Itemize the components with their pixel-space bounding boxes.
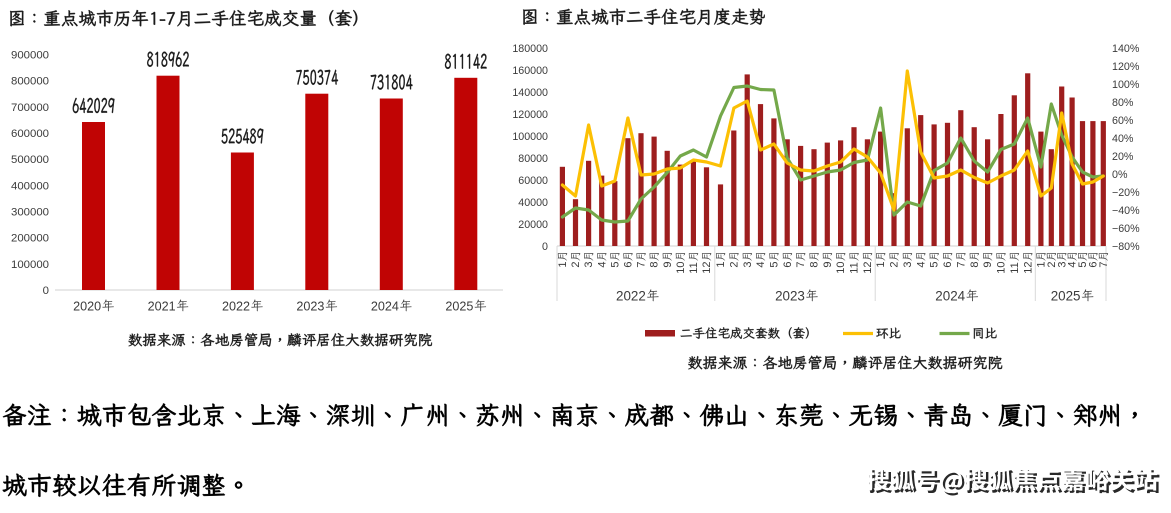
svg-text:0%: 0% [1112,169,1128,181]
svg-text:6: 6 [1088,261,1100,267]
svg-text:140%: 140% [1112,43,1140,55]
svg-text:2021: 2021 [148,300,176,314]
svg-text:3: 3 [1056,261,1068,267]
svg-text:4: 4 [755,261,767,267]
svg-text:180000: 180000 [512,43,548,55]
svg-text:2024: 2024 [935,289,965,304]
svg-text:600000: 600000 [11,128,49,140]
svg-text:12: 12 [1022,261,1034,273]
svg-text:12: 12 [862,261,874,273]
svg-text:100000: 100000 [11,259,49,271]
svg-text:7: 7 [1098,261,1110,267]
svg-text:5: 5 [1077,261,1089,267]
svg-text:2: 2 [729,261,741,267]
svg-text:0: 0 [43,285,49,297]
svg-text:−80%: −80% [1112,241,1140,253]
svg-text:7: 7 [636,261,648,267]
svg-text:2020: 2020 [73,300,101,314]
svg-text:2: 2 [889,261,901,267]
svg-text:100000: 100000 [512,131,548,143]
svg-text:4: 4 [1067,261,1079,267]
svg-text:10: 10 [675,261,687,273]
svg-text:−40%: −40% [1112,205,1140,217]
svg-text:−20%: −20% [1112,187,1140,199]
svg-text:10: 10 [835,261,847,273]
svg-text:700000: 700000 [11,102,49,114]
svg-text:2022: 2022 [222,300,250,314]
svg-text:80000: 80000 [518,153,548,165]
svg-text:300000: 300000 [11,207,49,219]
svg-text:1: 1 [875,261,887,267]
svg-text:11: 11 [849,262,861,273]
svg-text:40%: 40% [1112,133,1134,145]
svg-text:−60%: −60% [1112,223,1140,235]
svg-text:11: 11 [688,262,700,273]
svg-text:120%: 120% [1112,61,1140,73]
svg-text:8: 8 [649,261,661,267]
svg-text:160000: 160000 [512,65,548,77]
svg-text:60000: 60000 [518,175,548,187]
svg-text:120000: 120000 [512,109,548,121]
svg-text:4: 4 [915,261,927,267]
svg-text:6: 6 [782,261,794,267]
svg-text:7: 7 [795,261,807,267]
svg-text:4: 4 [596,261,608,267]
svg-text:1: 1 [1036,261,1048,267]
svg-text:2024: 2024 [371,300,399,314]
svg-text:5: 5 [609,261,621,267]
svg-text:200000: 200000 [11,233,49,245]
svg-text:6: 6 [942,261,954,267]
svg-text:5: 5 [769,261,781,267]
svg-text:140000: 140000 [512,87,548,99]
svg-text:500000: 500000 [11,154,49,166]
svg-text:9: 9 [822,261,834,267]
svg-text:40000: 40000 [518,197,548,209]
svg-text:0: 0 [542,241,548,253]
svg-text:2: 2 [1046,261,1058,267]
svg-text:60%: 60% [1112,115,1134,127]
svg-text:2: 2 [570,261,582,267]
svg-text:20%: 20% [1112,151,1134,163]
svg-text:2025: 2025 [445,300,473,314]
svg-text:2023: 2023 [296,300,324,314]
svg-text:7: 7 [955,261,967,267]
svg-text:3: 3 [583,261,595,267]
svg-text:1: 1 [557,261,569,267]
svg-text:2023: 2023 [775,289,805,304]
svg-text:3: 3 [902,261,914,267]
svg-text:900000: 900000 [11,50,49,62]
svg-text:8: 8 [969,261,981,267]
svg-text:1: 1 [715,261,727,267]
svg-text:11: 11 [1009,262,1021,273]
svg-text:5: 5 [929,261,941,267]
svg-text:9: 9 [982,261,994,267]
svg-text:10: 10 [996,261,1008,273]
svg-text:20000: 20000 [518,219,548,231]
svg-text:9: 9 [662,261,674,267]
svg-text:2025: 2025 [1051,289,1081,304]
svg-text:80%: 80% [1112,97,1134,109]
svg-text:100%: 100% [1112,79,1140,91]
svg-text:6: 6 [623,261,635,267]
svg-text:2022: 2022 [616,289,646,304]
svg-text:8: 8 [809,261,821,267]
svg-text:3: 3 [742,261,754,267]
svg-text:12: 12 [701,261,713,273]
svg-text:800000: 800000 [11,76,49,88]
svg-text:400000: 400000 [11,180,49,192]
